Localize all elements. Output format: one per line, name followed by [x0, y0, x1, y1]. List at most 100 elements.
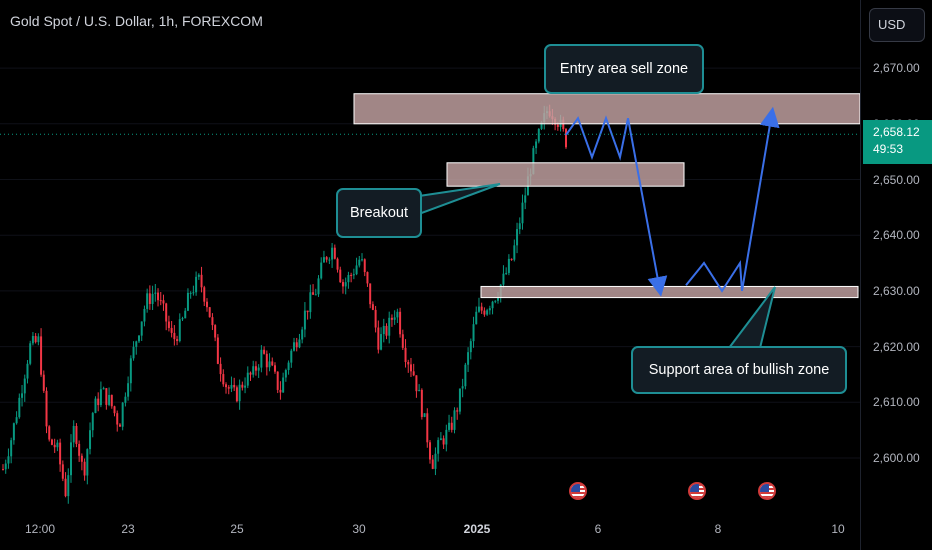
candle-body [50, 439, 53, 445]
candle-body [18, 397, 21, 418]
projected-path-support [685, 259, 743, 293]
candle-body [303, 310, 306, 330]
current-price: 2,658.12 [873, 125, 920, 139]
candle-body [211, 317, 214, 326]
candle-body [331, 247, 334, 260]
y-tick-label: 2,640.00 [873, 228, 920, 243]
candle-body [252, 366, 255, 375]
candle-body [227, 387, 230, 389]
candle-body [415, 375, 418, 392]
candle-body [350, 274, 353, 276]
candle-body [369, 283, 372, 305]
candle-body [26, 363, 29, 379]
candle-body [105, 388, 108, 405]
candle-body [347, 274, 350, 283]
candle-body [157, 292, 160, 301]
candle-body [7, 456, 10, 464]
projected-drop-arrow [627, 118, 668, 297]
candle-body [225, 384, 228, 388]
candle-body [363, 259, 366, 273]
candle-body [488, 308, 491, 311]
candle-body [418, 389, 421, 392]
candle-body [80, 455, 83, 462]
candle-body [29, 343, 32, 364]
us-flag-icon[interactable] [688, 482, 706, 500]
candle-body [75, 425, 78, 444]
candle-body [72, 425, 75, 443]
x-tick-label: 25 [230, 522, 244, 536]
candle-body [276, 371, 279, 390]
candle-body [241, 384, 244, 388]
candle-body [216, 337, 219, 364]
candle-body [176, 339, 179, 342]
candle-body [34, 336, 37, 343]
candle-body [450, 422, 453, 430]
candle-body [108, 394, 111, 405]
candle-body [475, 311, 478, 325]
candle-body [309, 292, 312, 313]
candle-body [434, 453, 437, 469]
current-price-tag: 2,658.12 49:53 [863, 120, 932, 164]
candle-body [233, 384, 236, 388]
candle-body [445, 429, 448, 445]
breakout-pointer [418, 183, 501, 216]
projected-rise-arrow [741, 106, 780, 292]
candle-body [404, 347, 407, 362]
candle-body [53, 444, 56, 448]
candle-body [279, 389, 282, 393]
currency-selector[interactable]: USD [869, 8, 925, 42]
candle-body [282, 377, 285, 393]
candle-body [268, 361, 271, 368]
candle-body [556, 124, 559, 127]
us-flag-icon[interactable] [758, 482, 776, 500]
candle-body [314, 294, 317, 296]
candle-body [521, 202, 524, 224]
price-chart[interactable] [0, 0, 860, 550]
candle-body [393, 317, 396, 320]
candle-body [306, 310, 309, 313]
candle-body [146, 293, 149, 309]
breakout-zone [446, 162, 685, 187]
candle-body [293, 342, 296, 351]
candle-body [214, 325, 217, 338]
candle-body [486, 310, 489, 315]
candle-body [562, 119, 565, 130]
candle-body [91, 413, 94, 431]
us-flag-icon[interactable] [569, 482, 587, 500]
x-tick-label: 8 [714, 522, 722, 536]
candle-body [317, 278, 320, 295]
candle-body [453, 410, 456, 430]
candle-body [222, 374, 225, 385]
candle-body [67, 475, 70, 497]
candle-body [298, 339, 301, 348]
candle-body [37, 336, 40, 343]
candle-body [235, 387, 238, 402]
candle-body [385, 325, 388, 336]
breakout-callout: Breakout [336, 188, 422, 238]
candle-body [45, 390, 48, 427]
candle-body [491, 301, 494, 309]
bar-countdown: 49:53 [873, 142, 904, 156]
candle-body [42, 374, 45, 391]
x-tick-label: 6 [594, 522, 602, 536]
y-tick-label: 2,600.00 [873, 451, 920, 465]
candle-body [287, 362, 290, 371]
candle-body [132, 346, 135, 359]
candle-body [290, 350, 293, 363]
candle-body [165, 303, 168, 322]
candle-body [507, 258, 510, 273]
candle-body [271, 361, 274, 366]
candle-body [442, 438, 445, 445]
candle-body [537, 128, 540, 142]
candle-body [483, 310, 486, 315]
candle-body [178, 319, 181, 342]
support-zone [480, 285, 859, 299]
candle-body [355, 265, 358, 275]
candle-body [83, 461, 86, 476]
candle-body [162, 300, 165, 304]
candle-body [137, 335, 140, 342]
x-tick-label: 30 [352, 522, 366, 536]
candle-body [336, 258, 339, 270]
candle-body [301, 329, 304, 340]
price-axis[interactable]: USD 2,600.00 2,610.00 2,620.00 2,630.00 2,64… [860, 0, 932, 550]
